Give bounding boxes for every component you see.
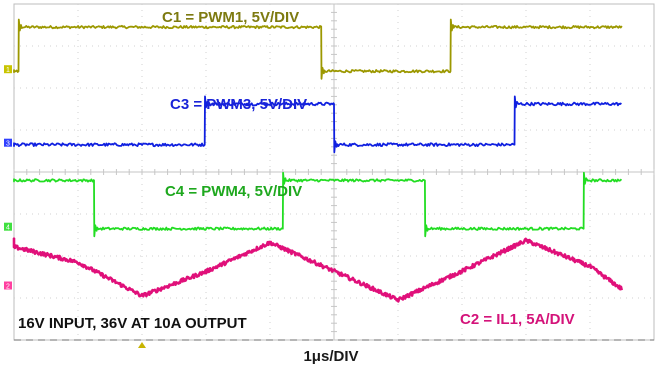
channel-ground-marker bbox=[4, 281, 12, 290]
channel-ground-marker-number: 1 bbox=[6, 67, 10, 74]
channel-ground-marker-number: 3 bbox=[6, 141, 10, 148]
c3-label: C3 = PWM3, 5V/DIV bbox=[170, 96, 308, 113]
test-conditions-annotation: 16V INPUT, 36V AT 10A OUTPUT bbox=[18, 315, 247, 332]
channel-ground-marker-number: 2 bbox=[6, 284, 10, 291]
c4-label: C4 = PWM4, 5V/DIV bbox=[165, 183, 303, 200]
trace-c4 bbox=[13, 171, 623, 238]
c2-label: C2 = IL1, 5A/DIV bbox=[460, 311, 575, 328]
trace-c3 bbox=[13, 95, 622, 154]
trace-c1 bbox=[13, 18, 623, 80]
channel-ground-marker bbox=[4, 222, 12, 231]
channel-ground-marker bbox=[4, 138, 12, 147]
graticule bbox=[13, 3, 655, 341]
channel-ground-marker-number: 4 bbox=[6, 225, 10, 232]
channel-markers: 1 3 4 2 bbox=[4, 65, 146, 348]
trigger-position-marker bbox=[138, 342, 146, 348]
c1-label: C1 = PWM1, 5V/DIV bbox=[162, 9, 300, 26]
trace-c2 bbox=[12, 237, 623, 303]
x-axis-timebase-label: 1μs/DIV bbox=[303, 348, 359, 365]
trace-layer bbox=[12, 18, 623, 303]
channel-ground-marker bbox=[4, 65, 12, 74]
